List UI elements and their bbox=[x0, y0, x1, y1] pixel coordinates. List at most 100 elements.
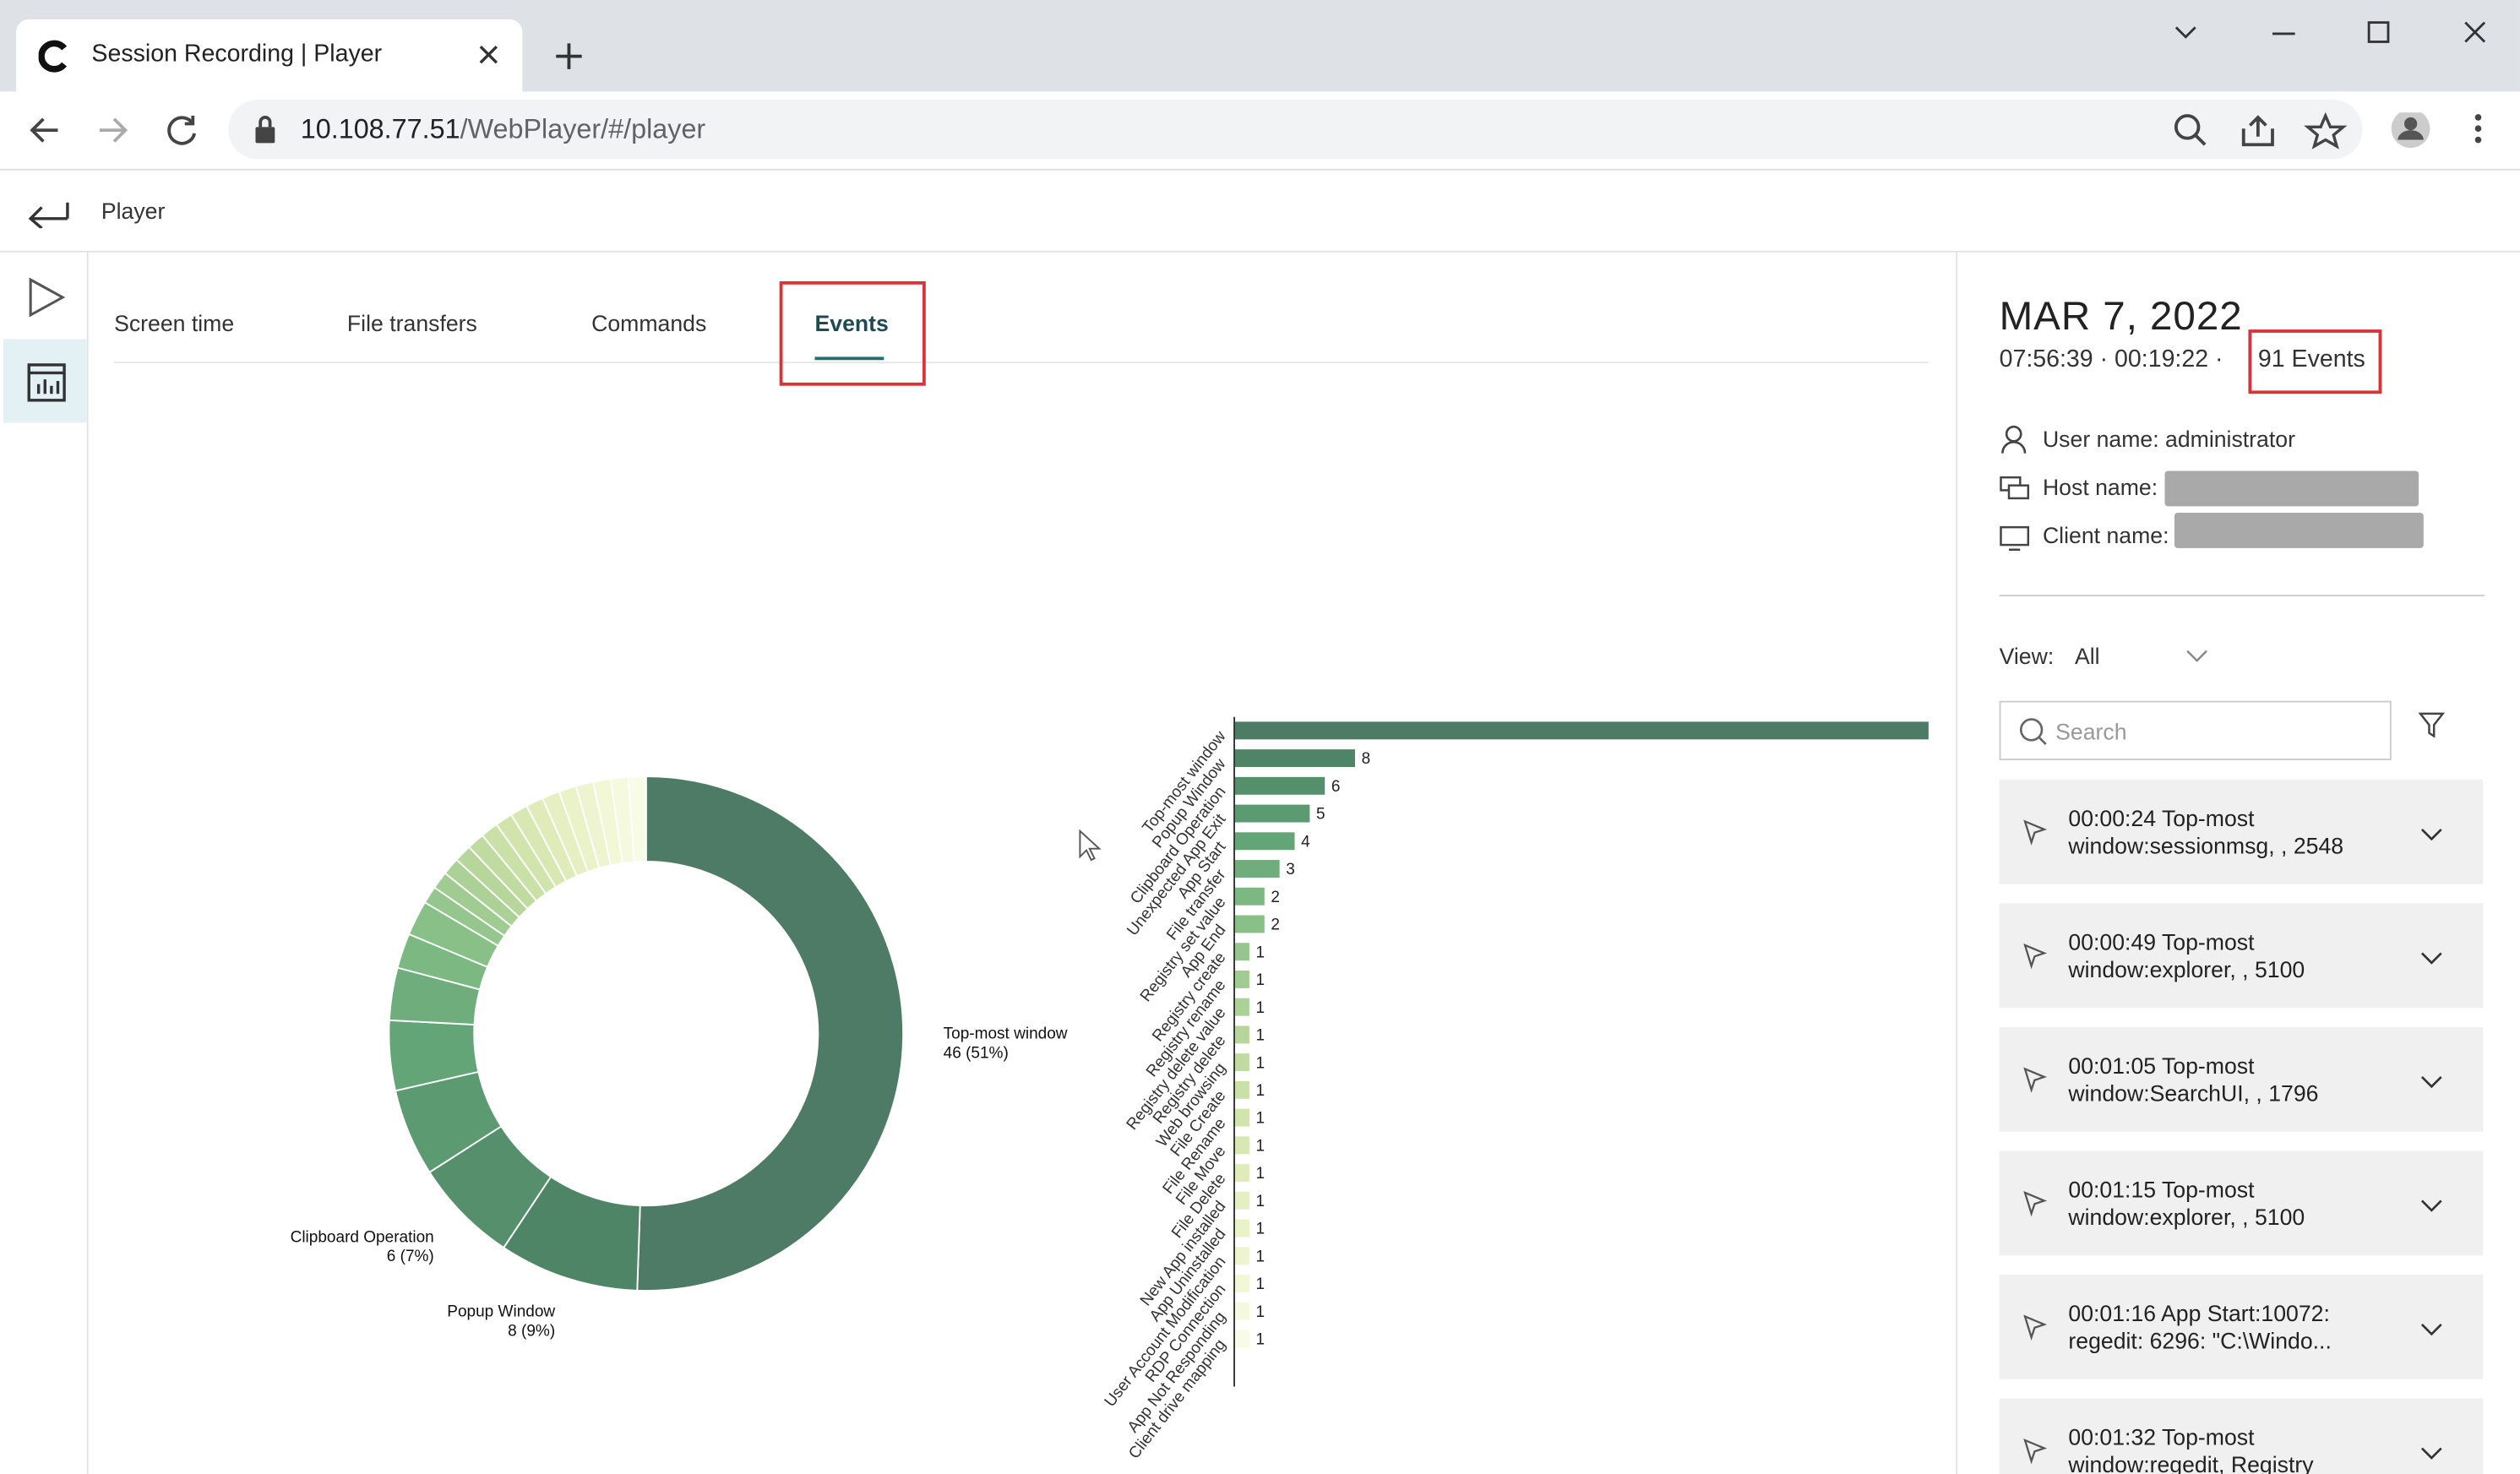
donut-slice bbox=[627, 775, 647, 863]
session-panel bbox=[1956, 252, 2520, 1474]
bar bbox=[1234, 887, 1265, 906]
browser-tab[interactable] bbox=[16, 19, 523, 92]
redacted bbox=[2174, 513, 2424, 548]
highlight-box bbox=[779, 281, 926, 386]
event-text: 00:01:15 Top-most window:explorer, , 5100 bbox=[2068, 1177, 2305, 1232]
bar bbox=[1234, 998, 1249, 1016]
app-header bbox=[0, 171, 2520, 253]
event-text: 00:00:24 Top-most window:sessionmsg, , 25… bbox=[2068, 805, 2343, 860]
event-item[interactable]: 00:01:15 Top-most window:explorer, , 5100 bbox=[1999, 1150, 2484, 1256]
bar-value-label: 1 bbox=[1256, 971, 1265, 989]
event-icon bbox=[2023, 943, 2048, 970]
search-placeholder: Search bbox=[2055, 718, 2127, 745]
bar-value-label: 6 bbox=[1331, 778, 1341, 796]
bar bbox=[1234, 970, 1249, 988]
window-controls[interactable] bbox=[2169, 16, 2507, 52]
view-dropdown[interactable] bbox=[2185, 648, 2208, 664]
new-tab[interactable] bbox=[552, 39, 587, 74]
toolbar-icons[interactable] bbox=[2173, 112, 2511, 151]
session-times: 07:56:39 · 00:19:22 · bbox=[1999, 345, 2223, 373]
bar bbox=[1234, 943, 1249, 961]
site-icon bbox=[38, 40, 68, 73]
user-name: User name: administrator bbox=[2042, 426, 2295, 452]
url-host: 10.108.77.51 bbox=[300, 114, 460, 145]
event-text: 00:01:05 Top-most window:SearchUI, , 1796 bbox=[2068, 1052, 2318, 1107]
event-item[interactable]: 00:00:24 Top-most window:sessionmsg, , 25… bbox=[1999, 779, 2484, 884]
close-tab[interactable] bbox=[476, 41, 501, 67]
event-line: 00:01:16 App Start:10072: bbox=[2068, 1300, 2330, 1326]
bar-value-label: 1 bbox=[1256, 944, 1265, 961]
bar-value-label: 1 bbox=[1256, 1193, 1265, 1210]
bar-value-label: 8 bbox=[1362, 750, 1371, 768]
bar-value-label: 1 bbox=[1256, 1054, 1265, 1072]
slice-value-label: 6 (7%) bbox=[387, 1248, 434, 1265]
bar bbox=[1234, 1025, 1249, 1044]
event-item[interactable]: 00:01:05 Top-most window:SearchUI, , 1796 bbox=[1999, 1026, 2484, 1132]
event-text: 00:01:16 App Start:10072: regedit: 6296: … bbox=[2068, 1300, 2331, 1355]
view-value[interactable]: All bbox=[2074, 643, 2100, 669]
bar-value-label: 2 bbox=[1271, 889, 1280, 906]
bar-value-label: 1 bbox=[1256, 1027, 1265, 1045]
bar bbox=[1234, 1274, 1249, 1292]
event-item[interactable]: 00:01:16 App Start:10072: regedit: 6296: … bbox=[1999, 1274, 2484, 1379]
view-label: View: bbox=[1999, 643, 2055, 669]
expand-icon[interactable] bbox=[2420, 950, 2443, 966]
url-path: /WebPlayer/#/player bbox=[460, 114, 706, 145]
bar-value-label: 3 bbox=[1286, 861, 1295, 878]
bar-value-label: 1 bbox=[1256, 1221, 1265, 1238]
search-box[interactable] bbox=[1999, 700, 2392, 761]
event-item[interactable]: 00:00:49 Top-most window:explorer, , 5100 bbox=[1999, 903, 2484, 1009]
expand-icon[interactable] bbox=[2420, 826, 2443, 842]
header-title: Player bbox=[101, 198, 166, 224]
slice-value-label: 8 (9%) bbox=[508, 1323, 555, 1341]
mouse-cursor bbox=[1079, 829, 1102, 862]
bar bbox=[1234, 776, 1325, 795]
redacted bbox=[2164, 470, 2419, 507]
slice-label: Top-most window bbox=[944, 1025, 1068, 1043]
tab-events[interactable]: Events bbox=[814, 310, 889, 336]
bar-value-label: 5 bbox=[1316, 806, 1325, 824]
nav-buttons[interactable] bbox=[25, 109, 202, 150]
event-line: window:explorer, , 5100 bbox=[2068, 956, 2305, 982]
tab-commands[interactable]: Commands bbox=[591, 310, 707, 336]
host-name: Host name: bbox=[2042, 474, 2158, 500]
filter-button[interactable] bbox=[2419, 712, 2445, 738]
bar-value-label: 1 bbox=[1256, 1110, 1265, 1128]
event-icon bbox=[2023, 1439, 2048, 1465]
event-text: 00:00:49 Top-most window:explorer, , 5100 bbox=[2068, 929, 2305, 984]
expand-icon[interactable] bbox=[2420, 1321, 2443, 1337]
panel-divider bbox=[1999, 595, 2485, 596]
event-line: 00:01:32 Top-most bbox=[2068, 1423, 2255, 1450]
expand-icon[interactable] bbox=[2420, 1445, 2443, 1461]
donut-slice bbox=[636, 775, 905, 1292]
event-icon bbox=[2023, 819, 2048, 846]
tab-screen-time[interactable]: Screen time bbox=[114, 310, 235, 336]
event-icon bbox=[2023, 1067, 2048, 1093]
event-item[interactable]: 00:01:32 Top-most window:regedit, Registr… bbox=[1999, 1398, 2484, 1474]
event-icon bbox=[2023, 1190, 2048, 1217]
event-line: window:sessionmsg, , 2548 bbox=[2068, 832, 2344, 859]
event-line: 00:01:05 Top-most bbox=[2068, 1052, 2255, 1079]
back-button[interactable] bbox=[25, 193, 70, 229]
event-icon bbox=[2023, 1314, 2048, 1341]
expand-icon[interactable] bbox=[2420, 1074, 2443, 1090]
slice-value-label: 46 (51%) bbox=[944, 1044, 1009, 1062]
tab-file-transfers[interactable]: File transfers bbox=[346, 310, 477, 336]
bar bbox=[1234, 1191, 1249, 1210]
bar bbox=[1234, 915, 1265, 933]
play-nav[interactable] bbox=[27, 276, 66, 318]
slice-label: Popup Window bbox=[447, 1303, 555, 1321]
bar bbox=[1234, 1219, 1249, 1237]
tab-underline bbox=[814, 356, 884, 361]
search-icon bbox=[2019, 718, 2047, 745]
address-bar[interactable] bbox=[228, 99, 2363, 160]
event-line: window:regedit, Registry bbox=[2068, 1451, 2314, 1474]
bar-value-label: 1 bbox=[1256, 1275, 1265, 1293]
expand-icon[interactable] bbox=[2420, 1198, 2443, 1214]
bar bbox=[1234, 804, 1310, 823]
side-nav bbox=[3, 252, 89, 1474]
session-date: MAR 7, 2022 bbox=[1999, 294, 2243, 340]
